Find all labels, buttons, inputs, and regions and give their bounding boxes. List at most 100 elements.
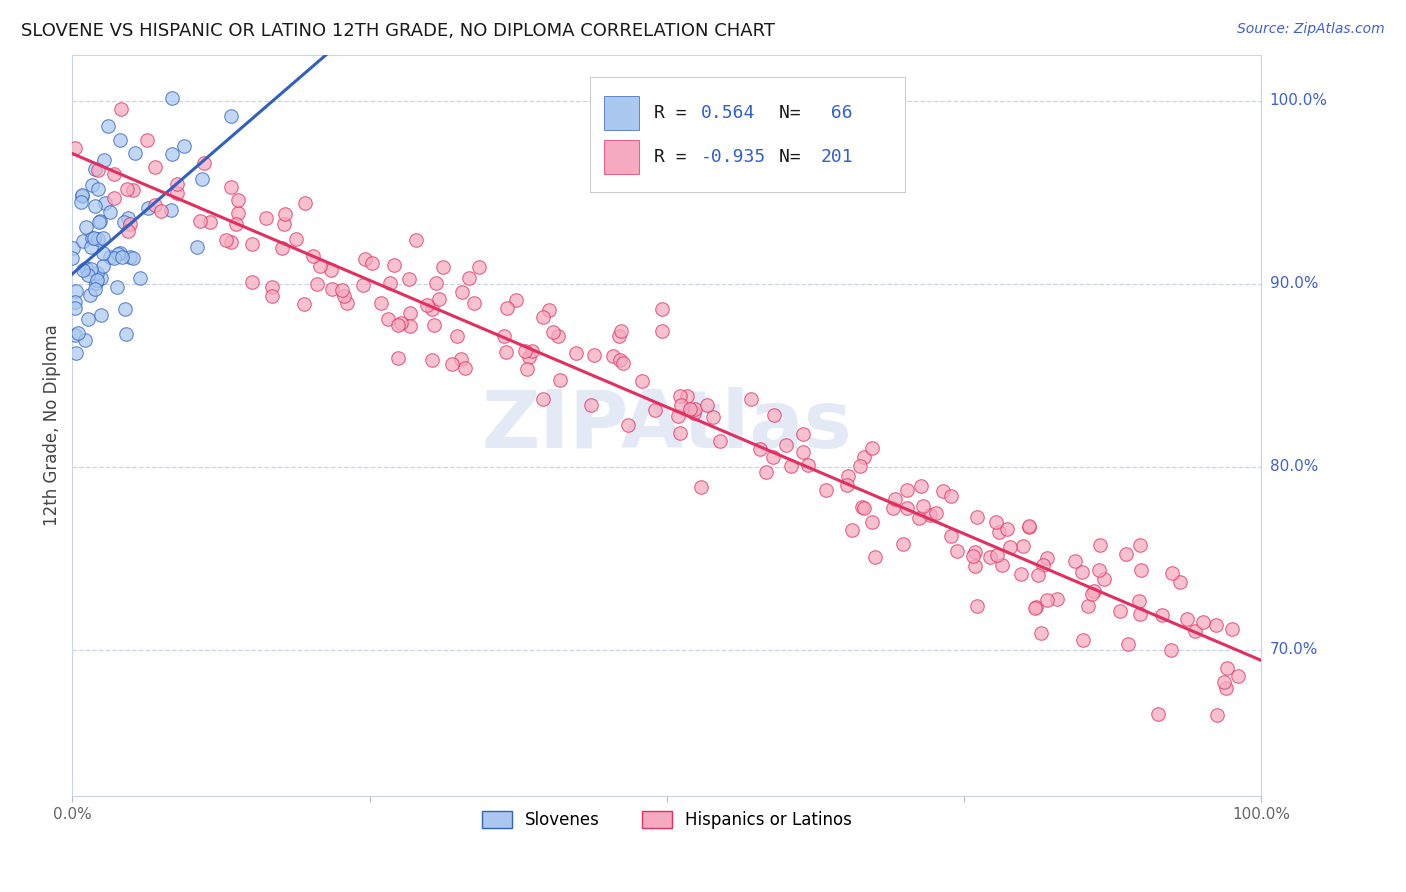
Point [1129,538,1152,552]
Point [1213,675,1236,690]
Point [896,483,918,497]
Point [90,308,112,322]
Point [399,318,422,333]
Point [162,91,184,105]
Point [190,172,212,186]
Point [90,271,112,285]
Point [166,186,188,200]
Point [1088,563,1111,577]
Point [416,298,439,312]
Point [114,326,136,341]
Point [835,478,858,492]
Point [517,350,540,364]
Point [63,301,86,316]
Point [679,402,702,417]
Point [463,296,485,310]
Point [63,294,86,309]
Point [273,217,295,231]
Point [65,284,87,298]
Point [86,266,108,280]
Point [76,311,98,326]
Point [1031,626,1053,640]
Point [740,392,762,407]
Point [815,483,838,497]
Point [852,450,875,465]
Point [908,511,931,525]
Point [862,515,884,529]
Point [91,259,114,273]
Point [83,231,105,245]
Point [79,288,101,302]
Point [1170,574,1192,589]
Point [651,302,673,317]
Point [755,465,778,479]
Point [114,302,136,317]
Text: -0.935: -0.935 [702,148,766,167]
Point [103,251,125,265]
Point [72,262,94,277]
Point [1226,669,1249,683]
Text: SLOVENE VS HISPANIC OR LATINO 12TH GRADE, NO DIPLOMA CORRELATION CHART: SLOVENE VS HISPANIC OR LATINO 12TH GRADE… [21,22,775,40]
Point [87,182,110,196]
Point [610,324,633,338]
Text: Source: ZipAtlas.com: Source: ZipAtlas.com [1237,22,1385,37]
Point [1010,566,1032,581]
Point [932,484,955,499]
Point [75,219,97,234]
Text: 100.0%: 100.0% [1270,94,1327,108]
Point [240,237,263,252]
Point [387,318,409,332]
Point [792,445,814,459]
Point [122,251,145,265]
Point [995,522,1018,536]
Text: N=: N= [779,148,811,167]
Point [382,258,405,272]
Point [160,202,183,217]
Point [284,232,307,246]
Point [1175,612,1198,626]
Point [219,180,242,194]
Point [370,296,392,310]
Text: 90.0%: 90.0% [1270,277,1319,292]
Point [912,499,935,513]
Point [763,408,786,422]
Point [398,272,420,286]
Point [896,500,918,515]
Point [1018,518,1040,533]
Point [352,278,374,293]
Point [70,188,93,202]
Point [84,282,107,296]
Point [124,146,146,161]
Point [617,417,640,432]
Point [564,346,586,360]
Point [108,133,131,147]
Point [117,211,139,225]
Point [631,374,654,388]
Point [1064,554,1087,568]
Point [709,434,731,449]
Point [852,500,875,515]
Point [65,327,87,342]
Point [669,398,692,412]
Y-axis label: 12th Grade, No Diploma: 12th Grade, No Diploma [44,325,60,526]
Point [118,250,141,264]
Point [67,326,90,341]
Point [1088,538,1111,552]
Point [1129,607,1152,622]
Point [62,241,84,255]
Point [69,194,91,209]
Point [531,392,554,406]
Point [198,215,221,229]
Point [105,279,128,293]
Point [219,109,242,123]
Point [1025,600,1047,615]
Point [399,306,422,320]
Point [136,202,159,216]
Point [683,406,706,420]
Point [884,492,907,507]
Point [685,401,707,416]
Point [579,398,602,412]
Point [107,247,129,261]
Point [939,489,962,503]
Point [186,240,208,254]
